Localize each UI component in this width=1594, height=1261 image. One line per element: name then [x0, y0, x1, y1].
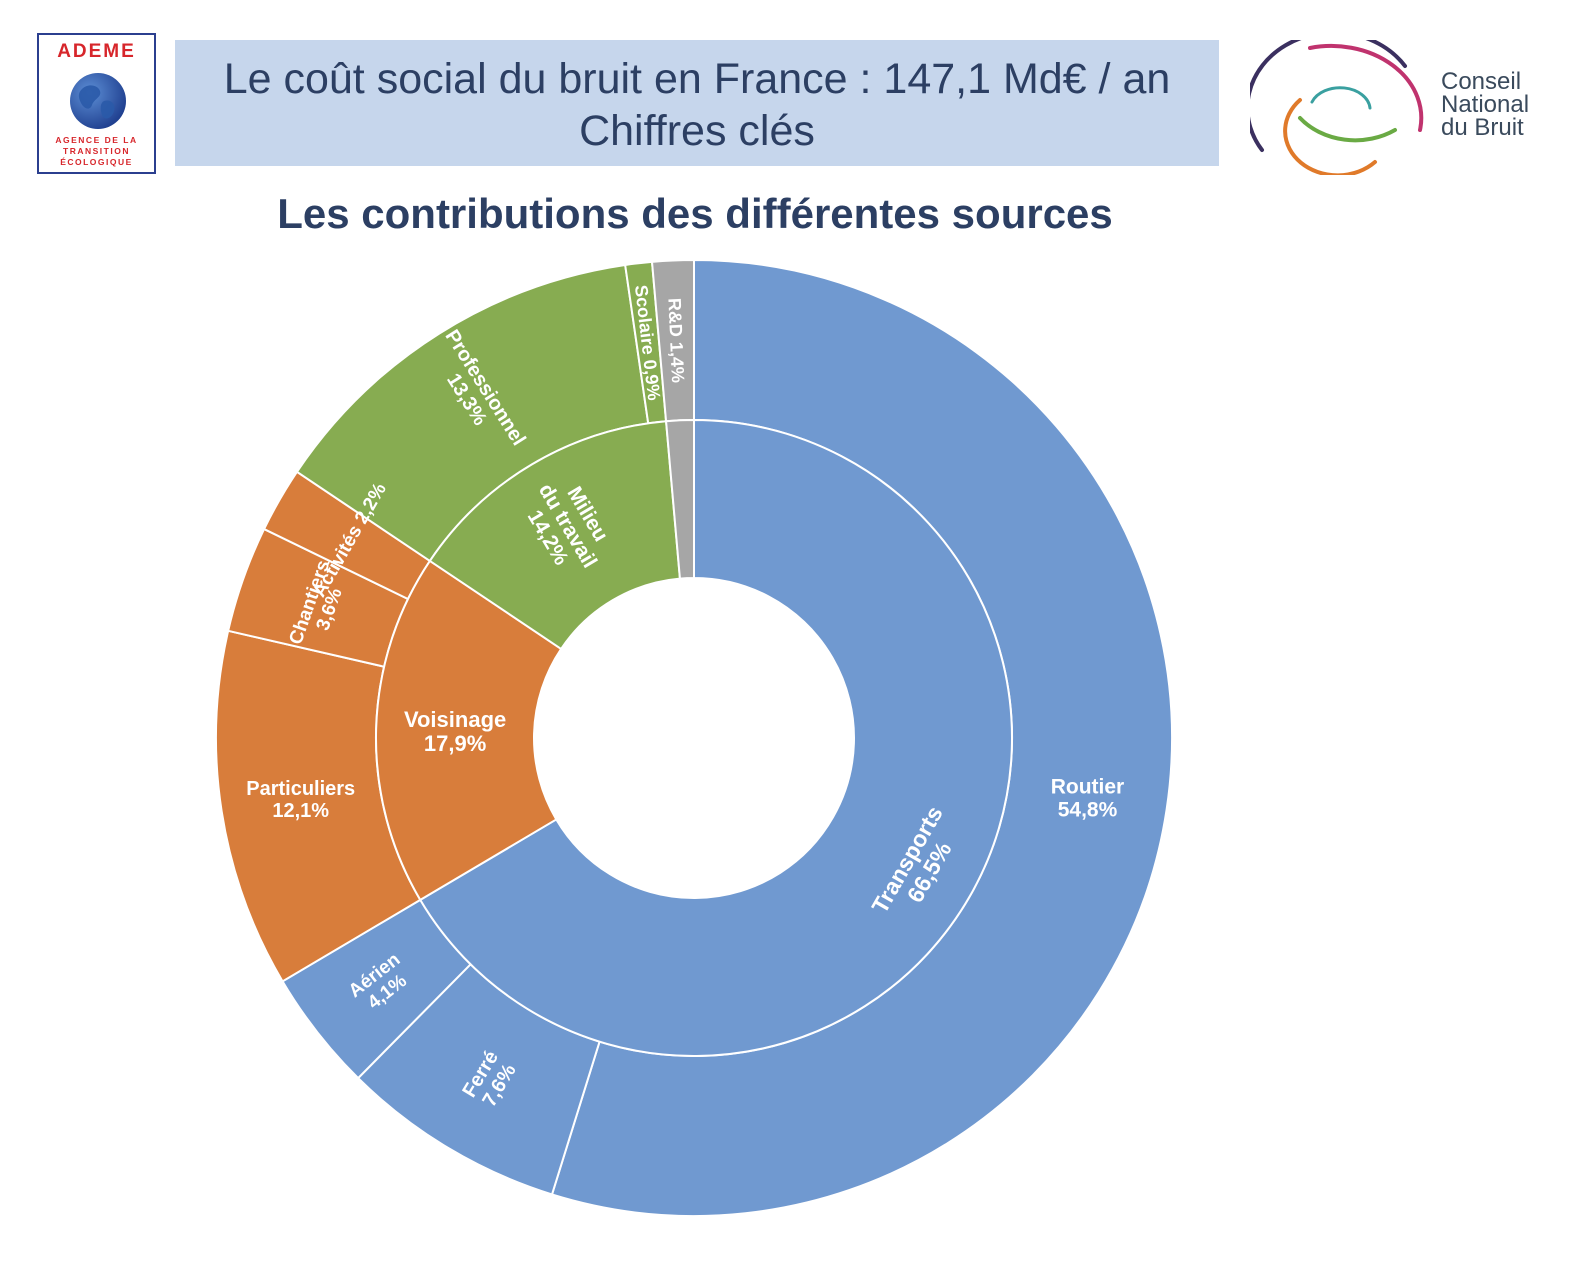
ademe-logo-name: ADEME — [57, 41, 136, 62]
inner-ring — [375, 418, 1013, 1057]
segment-label-voisinage: Voisinage 17,9% — [404, 707, 506, 756]
outer-ring — [215, 258, 1173, 1217]
cnb-logo-line: du Bruit — [1441, 114, 1524, 141]
segment-label-r-d: R&D 1,4% — [664, 297, 688, 383]
ademe-subtitle-line: TRANSITION — [63, 146, 130, 156]
inner-segment-transports — [418, 418, 1013, 1057]
cnb-logo-text: Conseil National du Bruit — [1441, 68, 1530, 141]
inner-segment-voisinage — [375, 559, 563, 902]
segment-label-line: Routier — [1051, 776, 1125, 799]
ademe-logo-subtitle: AGENCE DE LA TRANSITION ÉCOLOGIQUE — [39, 135, 154, 168]
segment-label-line: Particuliers — [246, 778, 355, 800]
page-subtitle: Chiffres clés — [579, 107, 815, 155]
inner-segment-rd — [664, 418, 695, 580]
inner-segment-milieu-du-travail — [428, 420, 682, 651]
page-title: Le coût social du bruit en France : 147,… — [223, 55, 1171, 103]
segment-label-line: 17,9% — [424, 731, 486, 756]
cnb-logo-line: Conseil — [1441, 68, 1522, 95]
segment-label-line: R&D 1,4% — [664, 297, 688, 383]
title-banner: Le coût social du bruit en France : 147,… — [175, 40, 1219, 166]
cnb-logo-line: National — [1441, 91, 1530, 118]
globe-icon — [70, 73, 126, 129]
ademe-subtitle-line: ÉCOLOGIQUE — [60, 157, 133, 167]
concentric-arcs-icon — [1250, 40, 1424, 175]
segment-label-line: 54,8% — [1058, 799, 1118, 822]
segment-label-particuliers: Particuliers 12,1% — [246, 778, 355, 822]
segment-label-routier: Routier 54,8% — [1051, 776, 1125, 822]
chart-title: Les contributions des différentes source… — [277, 190, 1113, 237]
segment-label-line: Voisinage — [404, 707, 506, 732]
ademe-logo: ADEME AGENCE DE LA TRANSITION ÉCOLOGIQUE — [37, 33, 156, 174]
ademe-subtitle-line: AGENCE DE LA — [55, 135, 138, 145]
segment-label-line: 12,1% — [272, 800, 329, 822]
